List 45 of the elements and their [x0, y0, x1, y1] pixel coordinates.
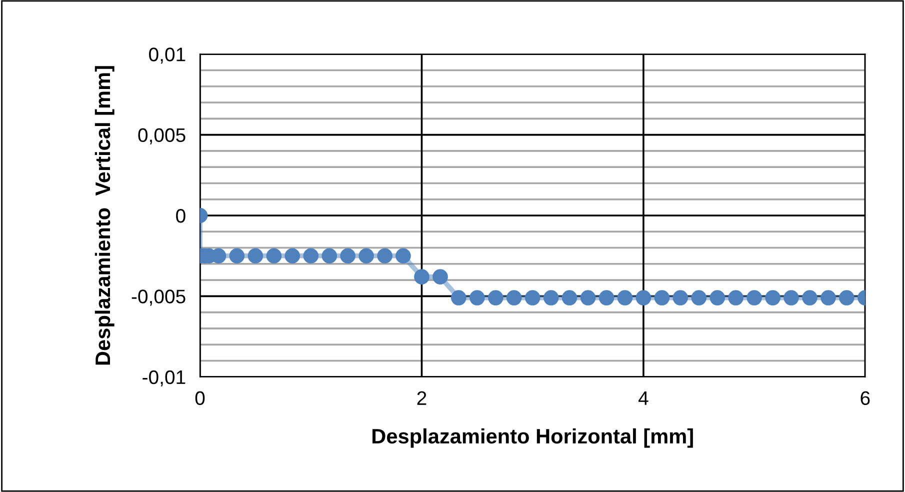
- point: [691, 290, 707, 306]
- point: [470, 290, 485, 306]
- point: [414, 269, 430, 284]
- point: [710, 290, 726, 306]
- point: [488, 290, 504, 306]
- point: [322, 248, 338, 264]
- point: [432, 269, 448, 284]
- y-tick-label: -0,01: [142, 370, 186, 386]
- point: [580, 290, 596, 306]
- point: [636, 290, 652, 306]
- point: [784, 290, 799, 306]
- point: [451, 290, 466, 306]
- point: [340, 248, 356, 264]
- point: [524, 290, 540, 306]
- point: [654, 290, 670, 306]
- point: [303, 248, 319, 264]
- x-tick-label: 4: [638, 391, 648, 405]
- point: [284, 248, 300, 264]
- point: [672, 290, 688, 306]
- y-axis-title: Desplazamiento Vertical [mm]: [94, 66, 114, 365]
- x-axis-title: Desplazamiento Horizontal [mm]: [372, 428, 693, 448]
- point: [820, 290, 836, 306]
- x-tick-label: 6: [860, 391, 870, 406]
- point: [358, 248, 374, 264]
- x-tick-label: 2: [417, 391, 426, 405]
- point: [229, 248, 245, 264]
- point: [765, 290, 780, 306]
- point: [377, 248, 392, 264]
- y-tick-label: -0,005: [132, 290, 186, 306]
- point: [802, 290, 818, 306]
- y-tick-label: 0,01: [149, 48, 186, 64]
- point: [248, 248, 264, 264]
- point: [617, 290, 633, 306]
- point: [543, 290, 559, 306]
- point: [728, 290, 744, 306]
- x-tick-label: 0: [195, 391, 205, 406]
- point: [746, 290, 762, 306]
- point: [506, 290, 522, 306]
- point: [598, 290, 614, 306]
- y-tick-label: 0: [176, 208, 186, 223]
- point: [839, 290, 854, 306]
- point: [266, 248, 282, 264]
- point: [562, 290, 578, 306]
- y-tick-label: 0,005: [138, 128, 186, 144]
- point: [396, 248, 411, 264]
